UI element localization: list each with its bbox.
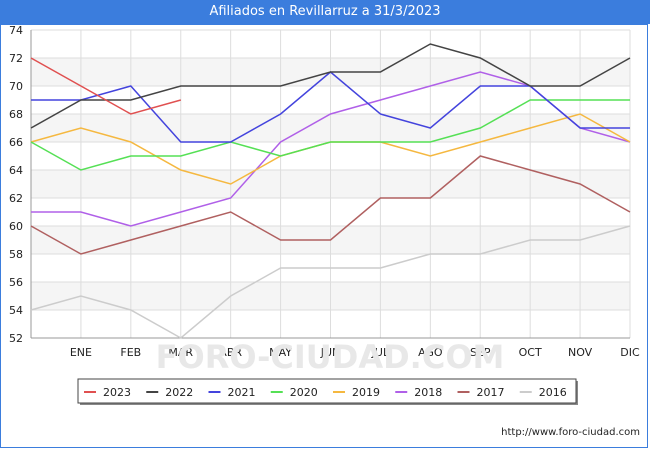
- x-tick-label: ABR: [219, 346, 242, 359]
- source-url[interactable]: http://www.foro-ciudad.com: [501, 427, 640, 438]
- chart-title: Afiliados en Revillarruz a 31/3/2023: [0, 0, 650, 24]
- legend-label-2021: 2021: [228, 386, 256, 399]
- series-line-2016: [30, 225, 631, 339]
- legend-label-2023: 2023: [103, 386, 131, 399]
- series-line-2023: [30, 57, 182, 115]
- legend-label-2020: 2020: [290, 386, 318, 399]
- y-tick-label: 54: [9, 304, 23, 317]
- x-tick-label: MAY: [269, 346, 292, 359]
- y-tick-label: 62: [9, 192, 23, 205]
- y-tick-label: 74: [9, 24, 23, 37]
- y-tick-label: 68: [9, 108, 23, 121]
- y-tick-label: 60: [9, 220, 23, 233]
- y-tick-label: 56: [9, 276, 23, 289]
- series-line-2022: [30, 43, 631, 129]
- series-line-2020: [30, 99, 630, 171]
- x-tick-label: NOV: [568, 346, 593, 359]
- x-tick-label: JUN: [320, 346, 341, 359]
- legend-label-2019: 2019: [352, 386, 380, 399]
- series-line-2017: [30, 155, 631, 255]
- y-tick-label: 70: [9, 80, 23, 93]
- y-tick-label: 72: [9, 52, 23, 65]
- y-tick-label: 58: [9, 248, 23, 261]
- x-tick-label: SEP: [470, 346, 491, 359]
- watermark: FORO-CIUDAD.COM: [156, 338, 505, 376]
- y-tick-label: 66: [9, 136, 23, 149]
- legend-label-2018: 2018: [414, 386, 442, 399]
- legend-label-2016: 2016: [539, 386, 567, 399]
- chart-frame: [0, 24, 648, 448]
- x-tick-label: JUL: [371, 346, 390, 359]
- x-tick-label: DIC: [620, 346, 640, 359]
- y-tick-label: 64: [9, 164, 23, 177]
- x-tick-label: AGO: [418, 346, 443, 359]
- legend-box: [77, 378, 577, 404]
- legend-label-2017: 2017: [477, 386, 505, 399]
- x-tick-label: MAR: [168, 346, 193, 359]
- y-tick-label: 52: [9, 332, 23, 345]
- x-tick-label: FEB: [120, 346, 141, 359]
- legend-label-2022: 2022: [165, 386, 193, 399]
- x-tick-label: ENE: [70, 346, 92, 359]
- x-tick-label: OCT: [519, 346, 542, 359]
